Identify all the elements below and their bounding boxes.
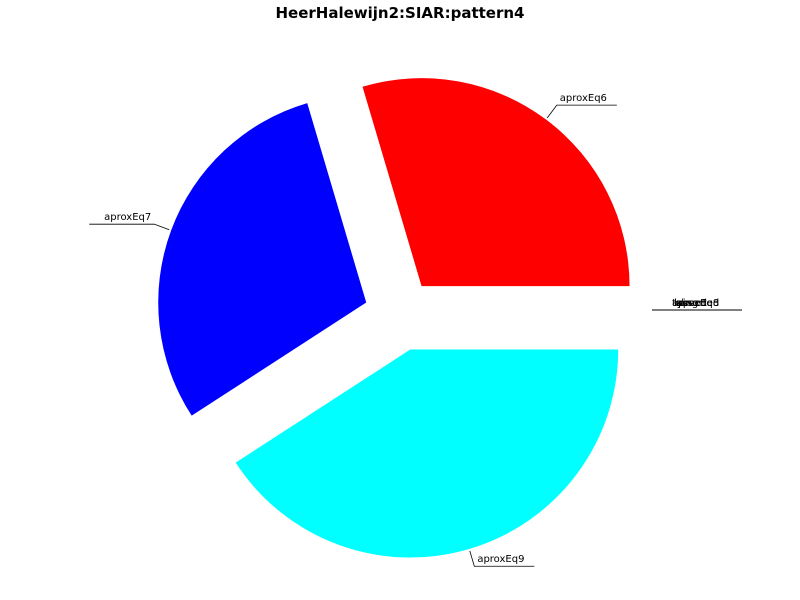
pie-slice-aproxeq9 — [235, 349, 619, 558]
slice-label-sl: sl — [676, 298, 684, 309]
pie-labels: aproxEq6 aproxEq7 aproxEq8 aproxEq9 lapsedsl… — [89, 93, 742, 567]
leader-line-aproxeq9 — [469, 550, 535, 567]
leader-line-aproxeq7 — [89, 223, 170, 231]
slice-label-lying: lying — [674, 298, 698, 309]
slice-label-aproxeq7: aproxEq7 — [104, 212, 151, 223]
slice-label-aproxeq8: aproxEq8 — [672, 298, 719, 309]
leader-line-aproxeq6 — [546, 104, 617, 119]
pie-slice-aproxeq6 — [362, 78, 630, 287]
chart-title: HeerHalewijn2:SIAR:pattern4 — [276, 4, 525, 22]
slice-label-asserted: asserted — [676, 298, 719, 309]
pie-slice-aproxeq7 — [158, 103, 367, 416]
slice-label-lapsed: lapsed — [674, 298, 707, 309]
slice-label-ts: ts — [672, 298, 681, 309]
pie-slices — [158, 78, 630, 558]
slice-label-aproxeq6: aproxEq6 — [560, 93, 607, 104]
slice-label-aproxeq9: aproxEq9 — [477, 554, 524, 565]
